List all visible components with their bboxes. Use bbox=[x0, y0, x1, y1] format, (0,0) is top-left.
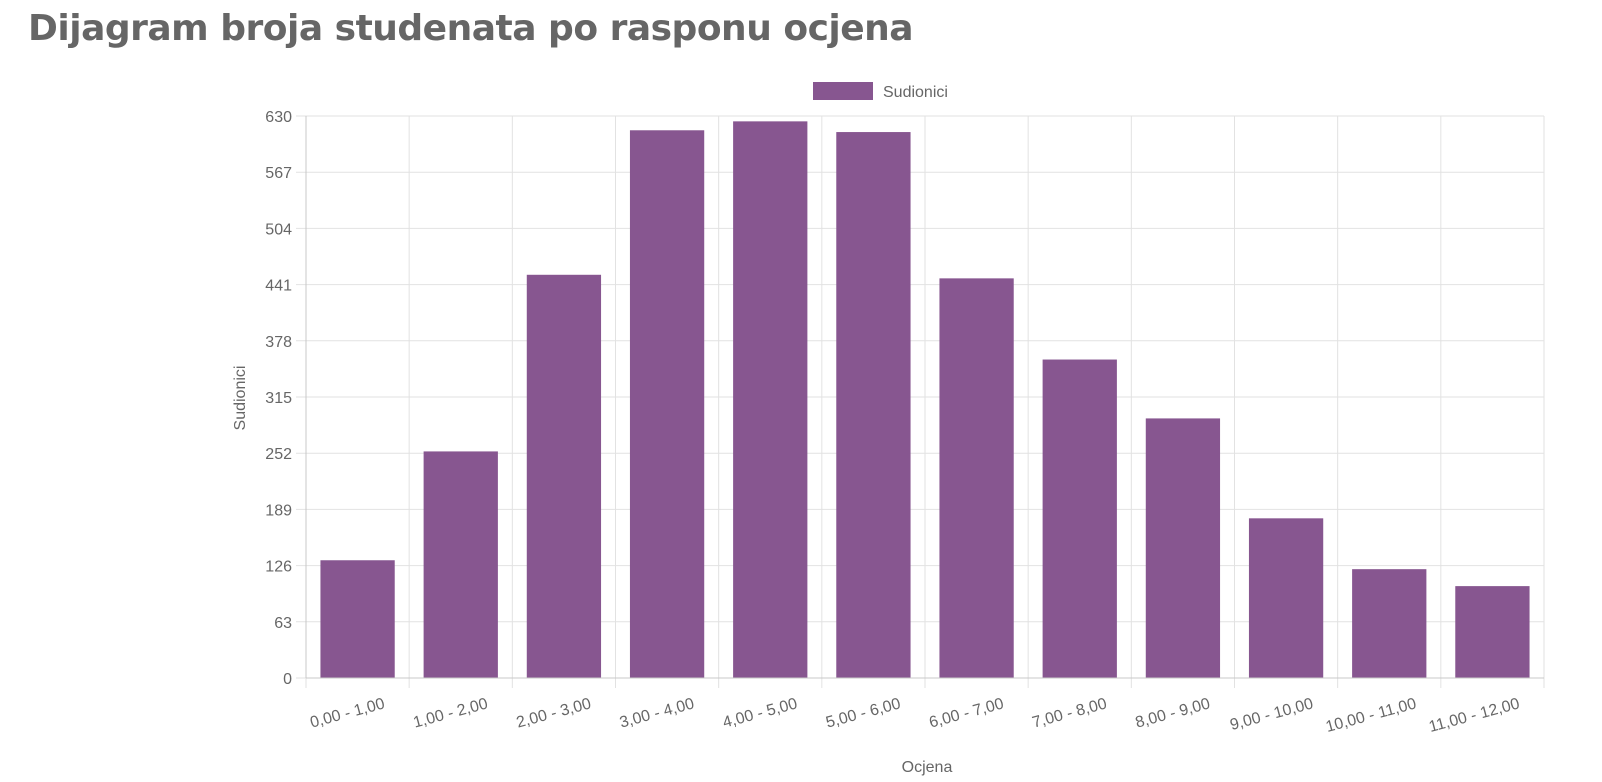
x-tick-label: 7,00 - 8,00 bbox=[1030, 695, 1108, 731]
chart-legend[interactable]: Sudionici bbox=[813, 82, 948, 101]
x-tick-label: 11,00 - 12,00 bbox=[1427, 695, 1521, 736]
x-tick-label: 0,00 - 1,00 bbox=[308, 695, 386, 731]
x-tick-label: 3,00 - 4,00 bbox=[618, 695, 696, 731]
bar-3[interactable] bbox=[526, 274, 602, 678]
x-tick-label: 2,00 - 3,00 bbox=[515, 695, 593, 731]
y-tick-label: 441 bbox=[265, 278, 292, 295]
x-tick-label: 1,00 - 2,00 bbox=[411, 695, 489, 731]
legend-swatch[interactable] bbox=[813, 82, 873, 100]
x-tick-label: 4,00 - 5,00 bbox=[721, 695, 799, 731]
y-tick-label: 567 bbox=[265, 165, 292, 182]
x-tick-label: 5,00 - 6,00 bbox=[824, 695, 902, 731]
y-tick-label: 504 bbox=[265, 221, 292, 238]
bar-5[interactable] bbox=[733, 121, 808, 679]
bar-1[interactable] bbox=[320, 560, 395, 678]
chart-grid bbox=[296, 115, 1545, 688]
bar-11[interactable] bbox=[1352, 569, 1427, 678]
x-tick-label: 9,00 - 10,00 bbox=[1228, 695, 1315, 734]
y-tick-label: 378 bbox=[265, 334, 292, 351]
y-tick-label: 189 bbox=[265, 502, 292, 519]
y-tick-label: 0 bbox=[283, 671, 292, 688]
chart-bars bbox=[320, 121, 1530, 679]
y-tick-label: 63 bbox=[274, 615, 292, 632]
x-tick-label: 10,00 - 11,00 bbox=[1324, 695, 1418, 736]
y-axis-title: Sudionici bbox=[232, 366, 249, 431]
y-tick-label: 252 bbox=[265, 446, 292, 463]
bar-8[interactable] bbox=[1042, 359, 1117, 678]
bar-10[interactable] bbox=[1248, 518, 1324, 678]
x-tick-label: 8,00 - 9,00 bbox=[1134, 695, 1212, 731]
x-tick-label: 6,00 - 7,00 bbox=[927, 695, 1005, 731]
y-tick-label: 126 bbox=[265, 559, 292, 576]
y-tick-label: 315 bbox=[265, 390, 292, 407]
bar-4[interactable] bbox=[629, 130, 705, 678]
bar-9[interactable] bbox=[1145, 418, 1221, 678]
bar-6[interactable] bbox=[836, 132, 911, 679]
legend-label[interactable]: Sudionici bbox=[883, 84, 948, 101]
bar-12[interactable] bbox=[1455, 586, 1530, 678]
x-axis-title: Ocjena bbox=[902, 759, 953, 776]
y-tick-label: 630 bbox=[265, 109, 292, 126]
page-title: Dijagram broja studenata po rasponu ocje… bbox=[28, 8, 914, 49]
bar-2[interactable] bbox=[423, 451, 498, 678]
bar-7[interactable] bbox=[939, 278, 1014, 678]
